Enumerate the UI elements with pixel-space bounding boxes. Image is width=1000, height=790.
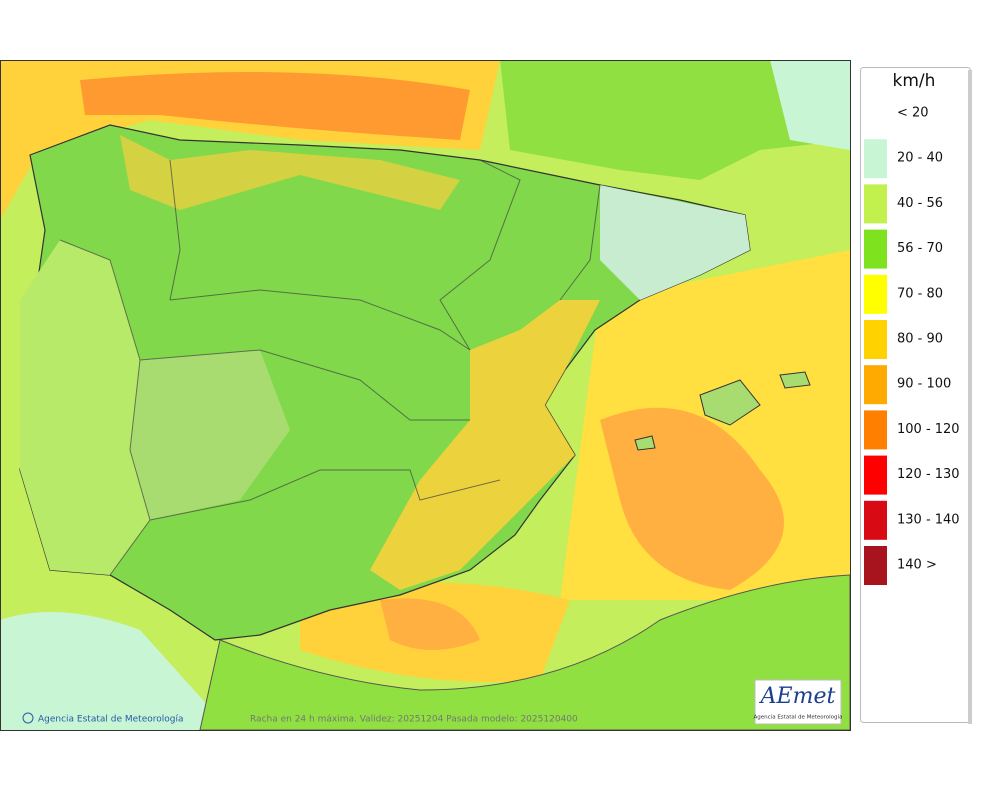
legend-label: 100 - 120: [897, 422, 960, 437]
borders: [59, 159, 601, 576]
island: [634, 435, 656, 451]
credit: Agencia Estatal de Meteorología: [38, 715, 184, 725]
legend-label: 20 - 40: [897, 151, 943, 166]
sea-wind: [380, 598, 480, 650]
legend-label: 56 - 70: [897, 241, 943, 256]
legend-swatch: [864, 139, 887, 179]
sea-wind: [0, 612, 230, 730]
map-frame: [0, 60, 851, 731]
legend-label: 120 - 130: [897, 467, 960, 482]
legend: km/h < 20 20 - 40 40 - 56 56 - 70 70 - 80 80 …: [860, 67, 972, 724]
land-wind: [600, 185, 750, 300]
logo-text: AEmet: [759, 684, 836, 709]
legend-label: < 20: [897, 106, 929, 121]
portugal-wind: [20, 240, 150, 575]
sea-wind: [770, 60, 850, 150]
logo-box: [754, 679, 842, 725]
legend-swatch: [864, 546, 887, 585]
legend-label: 40 - 56: [897, 196, 943, 211]
island: [699, 379, 761, 426]
legend-label: 70 - 80: [897, 286, 943, 301]
legend-label: 90 - 100: [897, 377, 951, 392]
land-wind: [370, 300, 600, 590]
copyright-icon: [22, 712, 34, 724]
legend-swatch: [864, 320, 887, 359]
legend-swatch: [864, 229, 887, 269]
legend-label: 140 >: [897, 558, 937, 573]
logo: AEmet Agencia Estatal de Meteorología: [754, 679, 843, 725]
legend-unit: km/h: [893, 71, 936, 91]
legend-label: 80 - 90: [897, 332, 943, 347]
legend-swatch: [864, 365, 887, 405]
legend-swatch: [864, 500, 887, 540]
legend-swatch: [864, 184, 887, 224]
legend-swatch: [864, 455, 887, 495]
land-wind: [130, 350, 290, 520]
legend-shadow: [968, 70, 972, 724]
africa: [199, 574, 850, 730]
legend-swatch: [864, 94, 887, 133]
sea-wind: [80, 72, 470, 140]
legend-label: 130 - 140: [897, 512, 960, 527]
map: [0, 60, 850, 730]
sea-wind: [500, 60, 850, 180]
island: [779, 371, 811, 389]
legend-swatch: [864, 410, 887, 450]
land-wind: [120, 135, 460, 210]
legend-swatch: [864, 274, 887, 314]
caption: Racha en 24 h máxima. Validez: 20251204 …: [250, 715, 578, 725]
logo-subtitle: Agencia Estatal de Meteorología: [754, 714, 843, 721]
sea-wind: [600, 407, 784, 590]
